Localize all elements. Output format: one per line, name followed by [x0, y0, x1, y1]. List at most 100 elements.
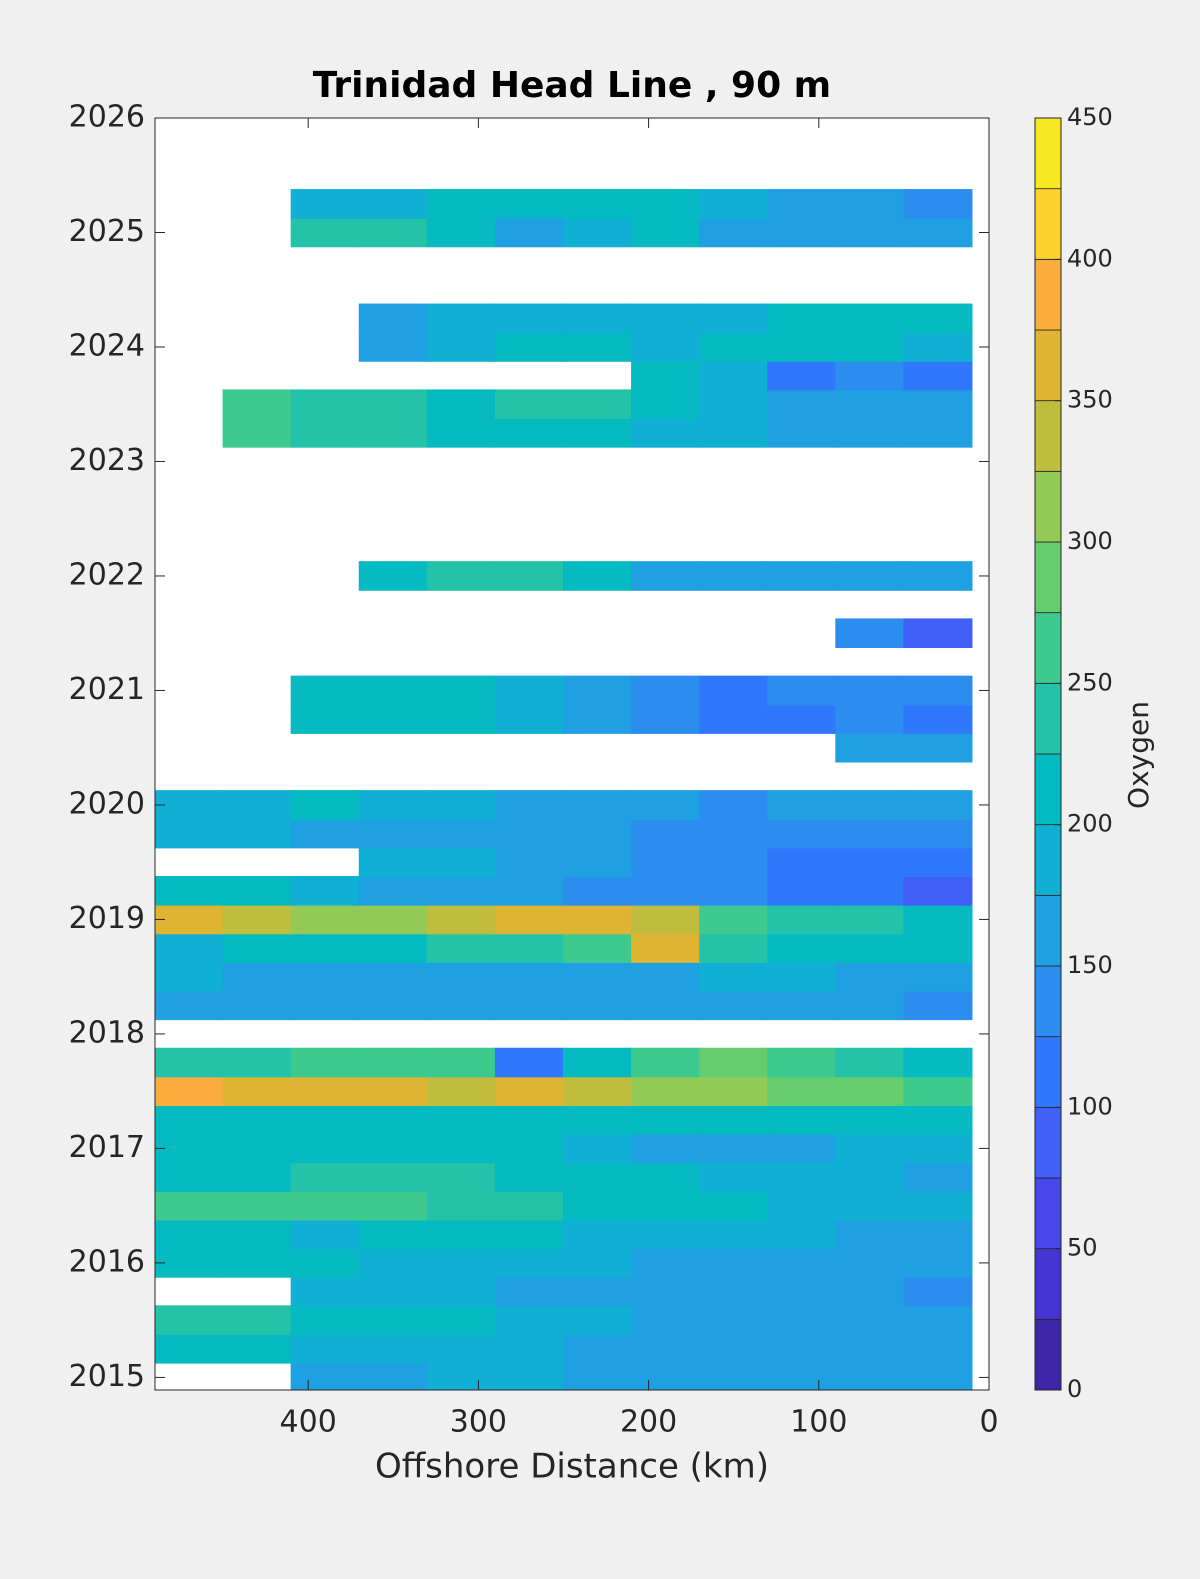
y-tick-label: 2023 — [69, 443, 145, 478]
contour-cell — [358, 1104, 428, 1135]
contour-cell — [426, 1076, 496, 1106]
contour-cell — [358, 1133, 428, 1164]
contour-cell — [426, 561, 496, 591]
colorbar-swatch — [1034, 824, 1062, 896]
contour-cell — [631, 904, 701, 935]
contour-cell — [562, 303, 633, 334]
contour-cell — [699, 847, 769, 878]
contour-cell — [903, 732, 973, 763]
colorbar-tick-label: 50 — [1067, 1234, 1098, 1262]
contour-cell — [835, 1248, 905, 1278]
contour-cell — [222, 790, 292, 820]
contour-cell — [222, 876, 292, 906]
contour-cell — [358, 1076, 428, 1106]
contour-cell — [903, 217, 973, 248]
contour-cell — [222, 1133, 292, 1164]
contour-cell — [155, 876, 224, 906]
contour-cell — [699, 933, 769, 963]
colorbar-tick-label: 400 — [1067, 244, 1113, 272]
contour-cell — [426, 303, 496, 334]
contour-cell — [494, 1133, 564, 1164]
contour-cell — [358, 418, 428, 448]
colorbar-swatch — [1034, 1036, 1062, 1108]
contour-cell — [767, 790, 837, 820]
x-tick-label: 300 — [450, 1405, 507, 1440]
contour-cell — [631, 1305, 701, 1335]
contour-cell — [699, 389, 769, 420]
contour-cell — [494, 704, 564, 734]
contour-cell — [562, 675, 633, 706]
contour-cell — [835, 1047, 905, 1078]
contour-cell — [903, 1162, 973, 1192]
contour-cell — [290, 1047, 360, 1078]
contour-cell — [835, 675, 905, 706]
colorbar-swatch — [1034, 541, 1062, 614]
contour-cell — [155, 1047, 224, 1078]
contour-cell — [222, 1248, 292, 1278]
colorbar-tick-label: 150 — [1067, 951, 1113, 979]
contour-cell — [494, 1219, 564, 1250]
contour-cell — [835, 1133, 905, 1164]
contour-cell — [358, 1047, 428, 1078]
contour-cell — [562, 990, 633, 1021]
y-tick-label: 2021 — [69, 672, 145, 707]
contour-cell — [835, 1104, 905, 1135]
contour-cell — [835, 189, 905, 219]
contour-cell — [358, 332, 428, 362]
contour-cell — [699, 704, 769, 734]
contour-cell — [155, 1162, 224, 1192]
contour-cell — [494, 847, 564, 878]
contour-cell — [358, 876, 428, 906]
contour-cell — [903, 1219, 973, 1250]
contour-cell — [290, 389, 360, 420]
contour-cell — [358, 389, 428, 420]
contour-cell — [767, 332, 837, 362]
contour-cell — [358, 189, 428, 219]
contour-cell — [767, 389, 837, 420]
colorbar-swatch — [1034, 965, 1062, 1038]
plot-frame — [154, 117, 990, 1391]
contour-cell — [358, 1276, 428, 1307]
contour-cell — [494, 1076, 564, 1106]
contour-cell — [767, 1276, 837, 1307]
contour-cell — [290, 1248, 360, 1278]
contour-cell — [290, 1162, 360, 1192]
contour-cell — [426, 675, 496, 706]
contour-cell — [562, 389, 633, 420]
contour-cell — [155, 1133, 224, 1164]
contour-cell — [494, 1248, 564, 1278]
contour-cell — [631, 1248, 701, 1278]
contour-cell — [835, 961, 905, 992]
contour-cell — [835, 818, 905, 849]
contour-cell — [903, 675, 973, 706]
contour-cell — [290, 961, 360, 992]
contour-cell — [290, 1276, 360, 1307]
y-tick-label: 2024 — [69, 328, 145, 363]
contour-cell — [767, 990, 837, 1021]
contour-cell — [290, 1104, 360, 1135]
contour-cell — [699, 1248, 769, 1278]
contour-cell — [835, 1333, 905, 1364]
contour-cell — [290, 790, 360, 820]
contour-cell — [835, 876, 905, 906]
contour-cell — [494, 818, 564, 849]
contour-cell — [835, 1276, 905, 1307]
contour-cell — [562, 1162, 633, 1192]
contour-cell — [494, 1047, 564, 1078]
contour-cell — [835, 618, 905, 649]
contour-cell — [699, 904, 769, 935]
contour-cell — [426, 1219, 496, 1250]
contour-cell — [903, 1104, 973, 1135]
contour-cell — [699, 1276, 769, 1307]
contour-cell — [222, 961, 292, 992]
contour-cell — [494, 876, 564, 906]
contour-cell — [631, 1076, 701, 1106]
colorbar-swatch — [1034, 1248, 1062, 1320]
contour-cell — [290, 990, 360, 1021]
contour-cell — [222, 1104, 292, 1135]
colorbar-swatch — [1034, 400, 1062, 472]
contour-cell — [494, 1362, 564, 1390]
contour-cell — [494, 961, 564, 992]
contour-cell — [903, 418, 973, 448]
